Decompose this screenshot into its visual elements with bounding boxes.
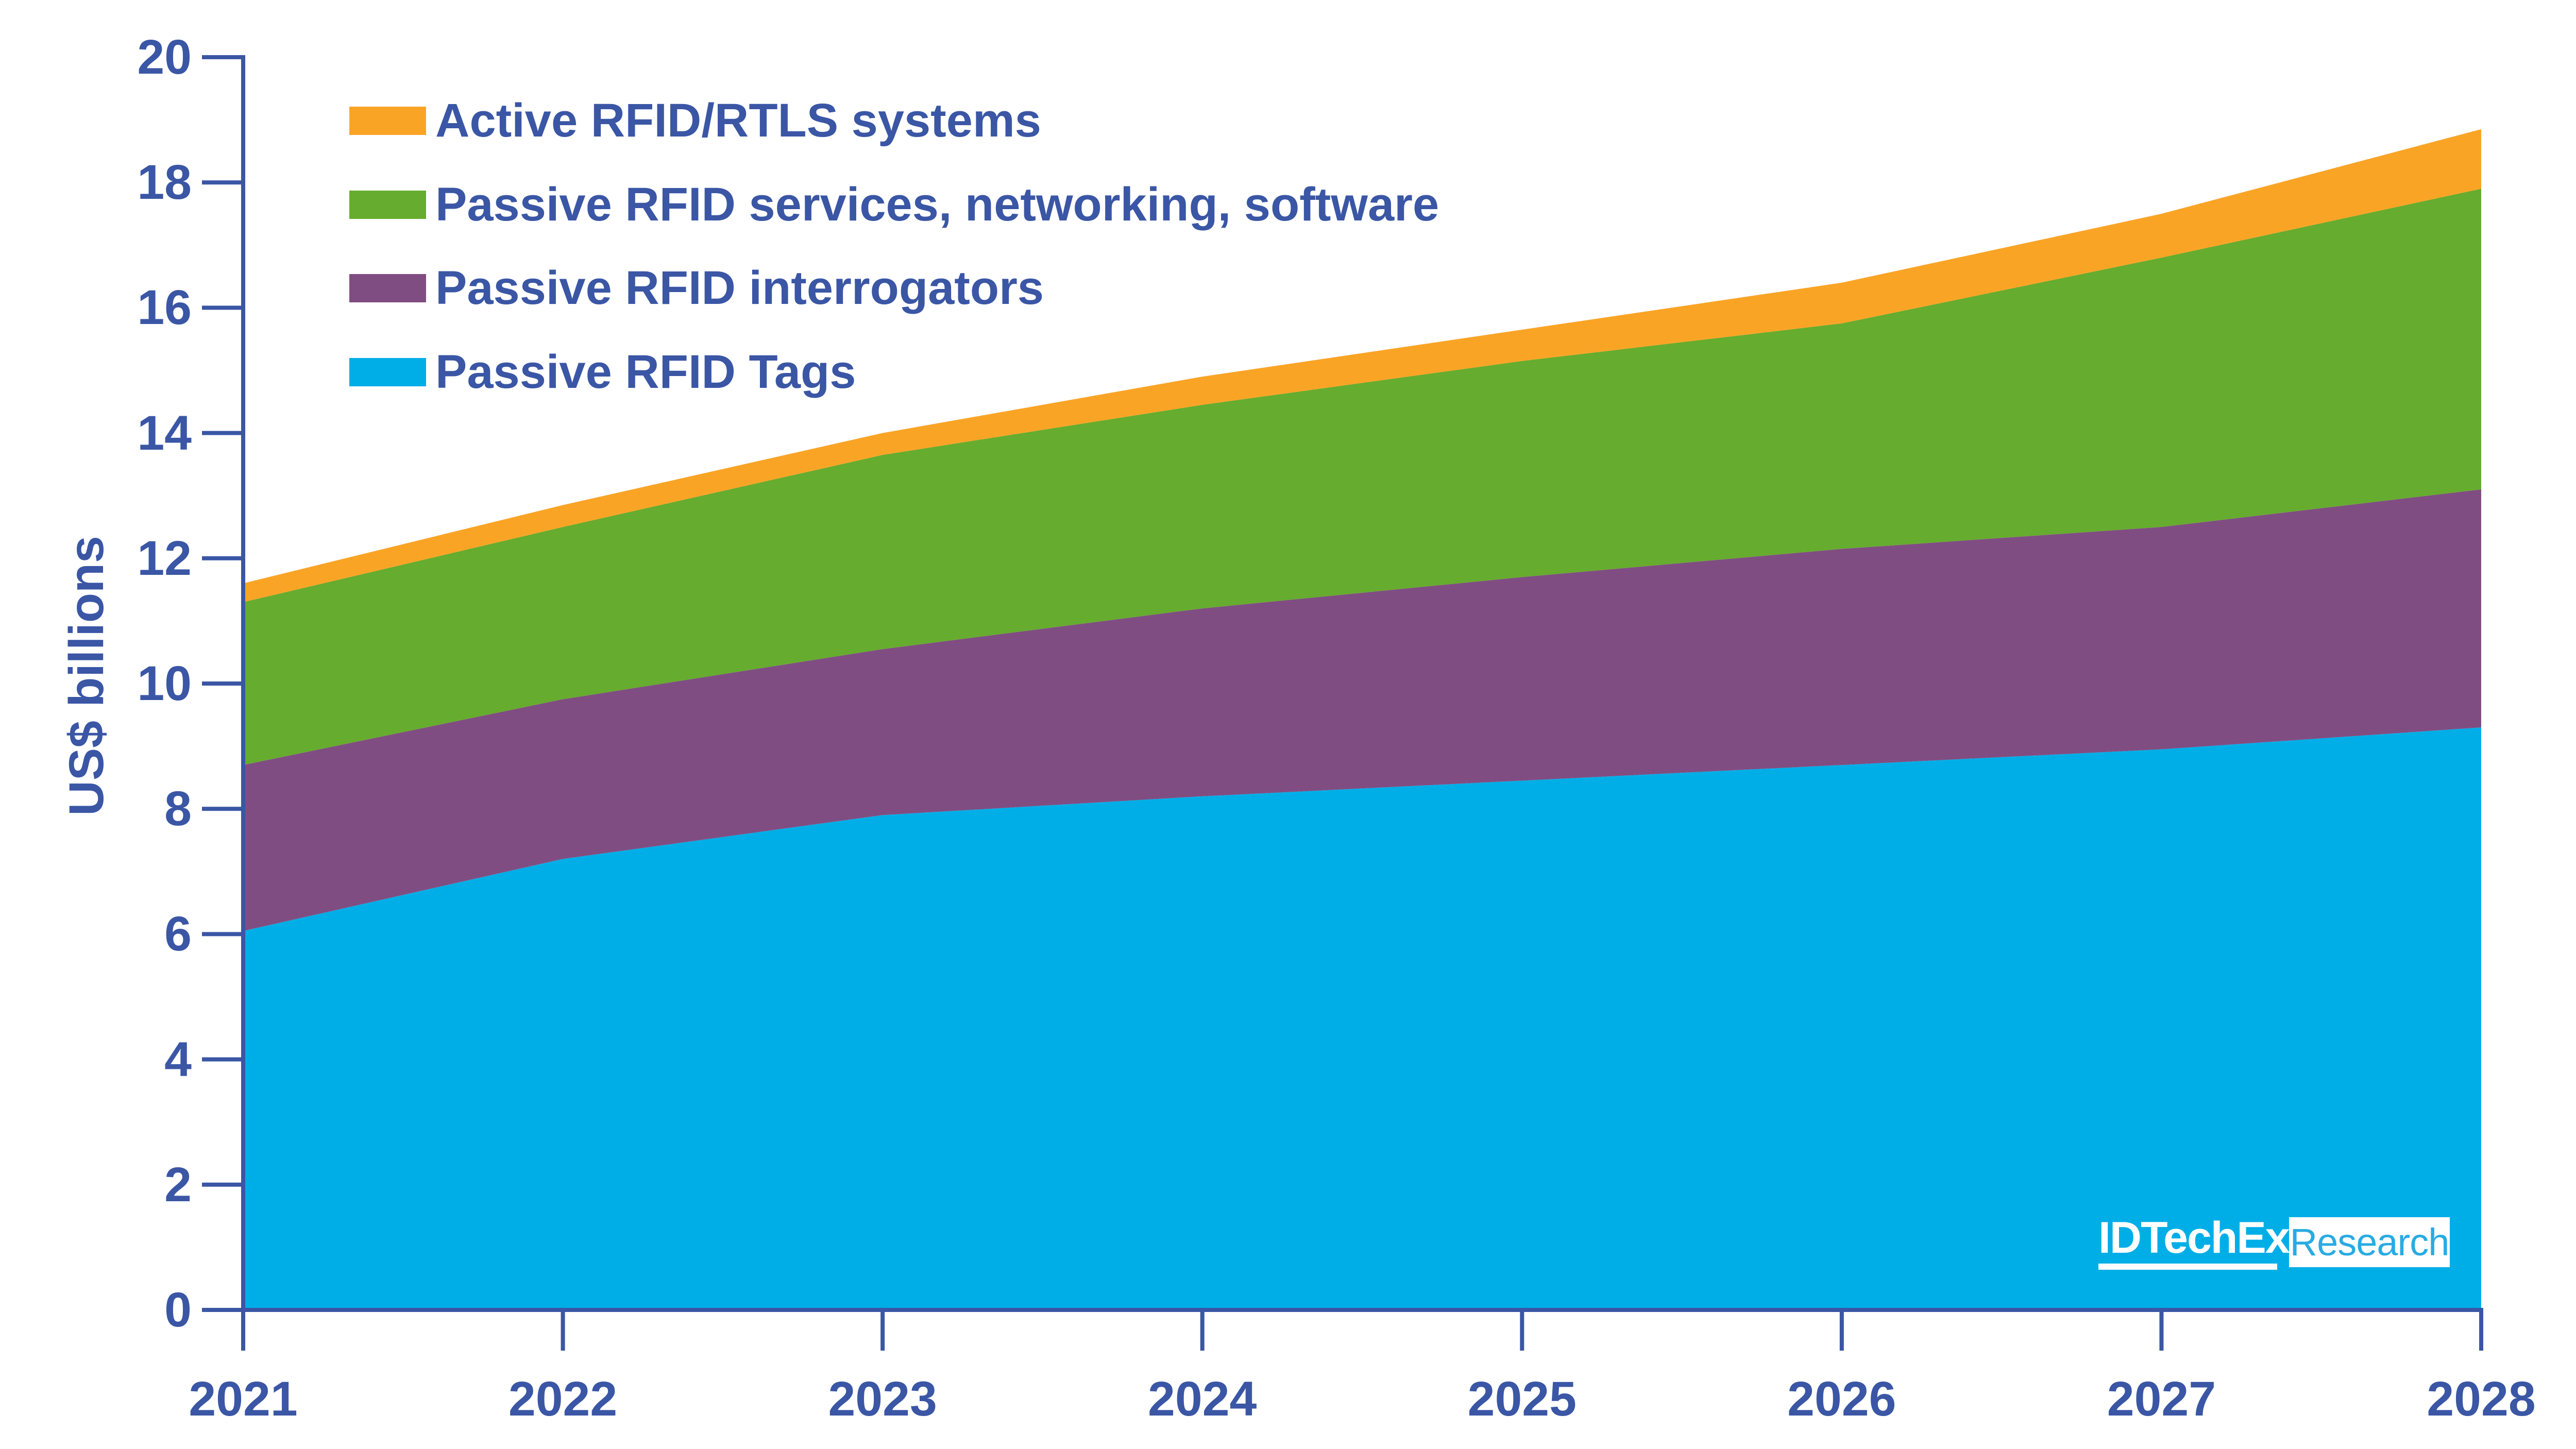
legend-item-passive-interrogators: Passive RFID interrogators xyxy=(349,262,1044,314)
x-tick-label-2021: 2021 xyxy=(189,1372,298,1426)
idtechex-logo-text: IDTechEx xyxy=(2098,1213,2290,1263)
x-tick xyxy=(880,1310,885,1351)
legend-label: Passive RFID Tags xyxy=(435,346,856,398)
y-tick xyxy=(202,55,243,59)
x-tick xyxy=(1839,1310,1844,1351)
x-tick-label-2024: 2024 xyxy=(1148,1372,1257,1426)
x-tick xyxy=(241,1310,245,1351)
legend-swatch-active-rfid xyxy=(349,107,426,135)
x-tick-label-2025: 2025 xyxy=(1467,1372,1577,1426)
y-tick xyxy=(202,681,243,686)
y-tick-label-16: 16 xyxy=(137,280,192,335)
x-tick-label-2027: 2027 xyxy=(2107,1372,2216,1426)
x-tick xyxy=(2479,1310,2483,1351)
y-tick xyxy=(202,1182,243,1187)
y-axis-title: US$ billions xyxy=(59,536,114,816)
x-tick xyxy=(1200,1310,1205,1351)
area-series-group xyxy=(243,129,2481,1310)
legend-swatch-passive-tags xyxy=(349,358,426,386)
idtechex-logo: IDTechEx Research xyxy=(2098,1213,2450,1270)
legend-label: Passive RFID interrogators xyxy=(435,262,1044,314)
idtechex-logo-brand: IDTechEx xyxy=(2098,1213,2290,1270)
x-tick-label-2026: 2026 xyxy=(1787,1372,1896,1426)
legend-item-passive-services: Passive RFID services, networking, softw… xyxy=(349,178,1439,231)
legend-item-passive-tags: Passive RFID Tags xyxy=(349,346,856,398)
x-tick-label-2022: 2022 xyxy=(508,1372,618,1426)
legend-label: Active RFID/RTLS systems xyxy=(435,94,1041,147)
area-passive-rfid-interrogators xyxy=(243,489,2481,931)
x-axis-line xyxy=(202,1308,2483,1312)
area-active-rfid-rtls-systems xyxy=(243,129,2481,602)
y-tick-label-6: 6 xyxy=(164,907,192,962)
y-tick-label-20: 20 xyxy=(137,30,192,84)
y-tick xyxy=(202,1308,243,1312)
legend-item-active-rfid: Active RFID/RTLS systems xyxy=(349,94,1041,147)
legend-label: Passive RFID services, networking, softw… xyxy=(435,178,1439,231)
area-passive-rfid-services-networking-software xyxy=(243,189,2481,765)
y-tick-label-8: 8 xyxy=(164,781,192,837)
x-tick xyxy=(561,1310,565,1351)
y-tick xyxy=(202,932,243,936)
y-tick-label-0: 0 xyxy=(164,1283,192,1337)
area-passive-rfid-tags xyxy=(243,727,2481,1310)
idtechex-research-box: Research xyxy=(2289,1217,2450,1267)
idtechex-research-text: Research xyxy=(2290,1220,2450,1264)
y-tick-label-10: 10 xyxy=(137,656,192,711)
y-tick xyxy=(202,180,243,185)
y-tick-label-4: 4 xyxy=(164,1032,192,1087)
x-tick xyxy=(2159,1310,2164,1351)
y-tick-label-18: 18 xyxy=(137,155,192,210)
y-tick xyxy=(202,431,243,435)
legend-swatch-passive-interrogators xyxy=(349,274,426,302)
x-tick-label-2028: 2028 xyxy=(2427,1372,2536,1426)
x-tick xyxy=(1520,1310,1524,1351)
y-tick xyxy=(202,807,243,811)
y-tick xyxy=(202,305,243,310)
idtechex-logo-underline xyxy=(2098,1264,2277,1270)
y-tick-label-12: 12 xyxy=(137,531,192,586)
axes-group xyxy=(202,55,2483,1351)
legend-swatch-passive-services xyxy=(349,191,426,219)
y-tick xyxy=(202,1057,243,1062)
y-tick-label-2: 2 xyxy=(164,1157,192,1212)
x-tick-label-2023: 2023 xyxy=(828,1372,937,1426)
y-tick-label-14: 14 xyxy=(137,405,192,461)
y-tick xyxy=(202,556,243,560)
